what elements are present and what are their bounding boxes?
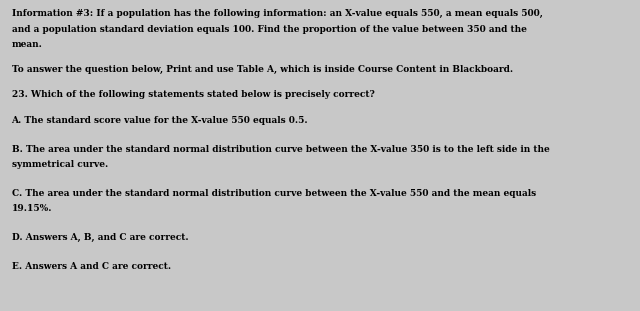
- Text: C. The area under the standard normal distribution curve between the X-value 550: C. The area under the standard normal di…: [12, 189, 536, 198]
- Text: To answer the question below, Print and use Table A, which is inside Course Cont: To answer the question below, Print and …: [12, 65, 513, 74]
- Text: D. Answers A, B, and C are correct.: D. Answers A, B, and C are correct.: [12, 233, 188, 242]
- Text: symmetrical curve.: symmetrical curve.: [12, 160, 108, 169]
- Text: and a population standard deviation equals 100. Find the proportion of the value: and a population standard deviation equa…: [12, 25, 526, 34]
- Text: mean.: mean.: [12, 40, 42, 49]
- Text: Information #3: If a population has the following information: an X-value equals: Information #3: If a population has the …: [12, 9, 542, 18]
- Text: E. Answers A and C are correct.: E. Answers A and C are correct.: [12, 262, 171, 271]
- Text: B. The area under the standard normal distribution curve between the X-value 350: B. The area under the standard normal di…: [12, 145, 549, 154]
- Text: 23. Which of the following statements stated below is precisely correct?: 23. Which of the following statements st…: [12, 90, 374, 99]
- Text: A. The standard score value for the X-value 550 equals 0.5.: A. The standard score value for the X-va…: [12, 116, 308, 125]
- Text: 19.15%.: 19.15%.: [12, 204, 52, 213]
